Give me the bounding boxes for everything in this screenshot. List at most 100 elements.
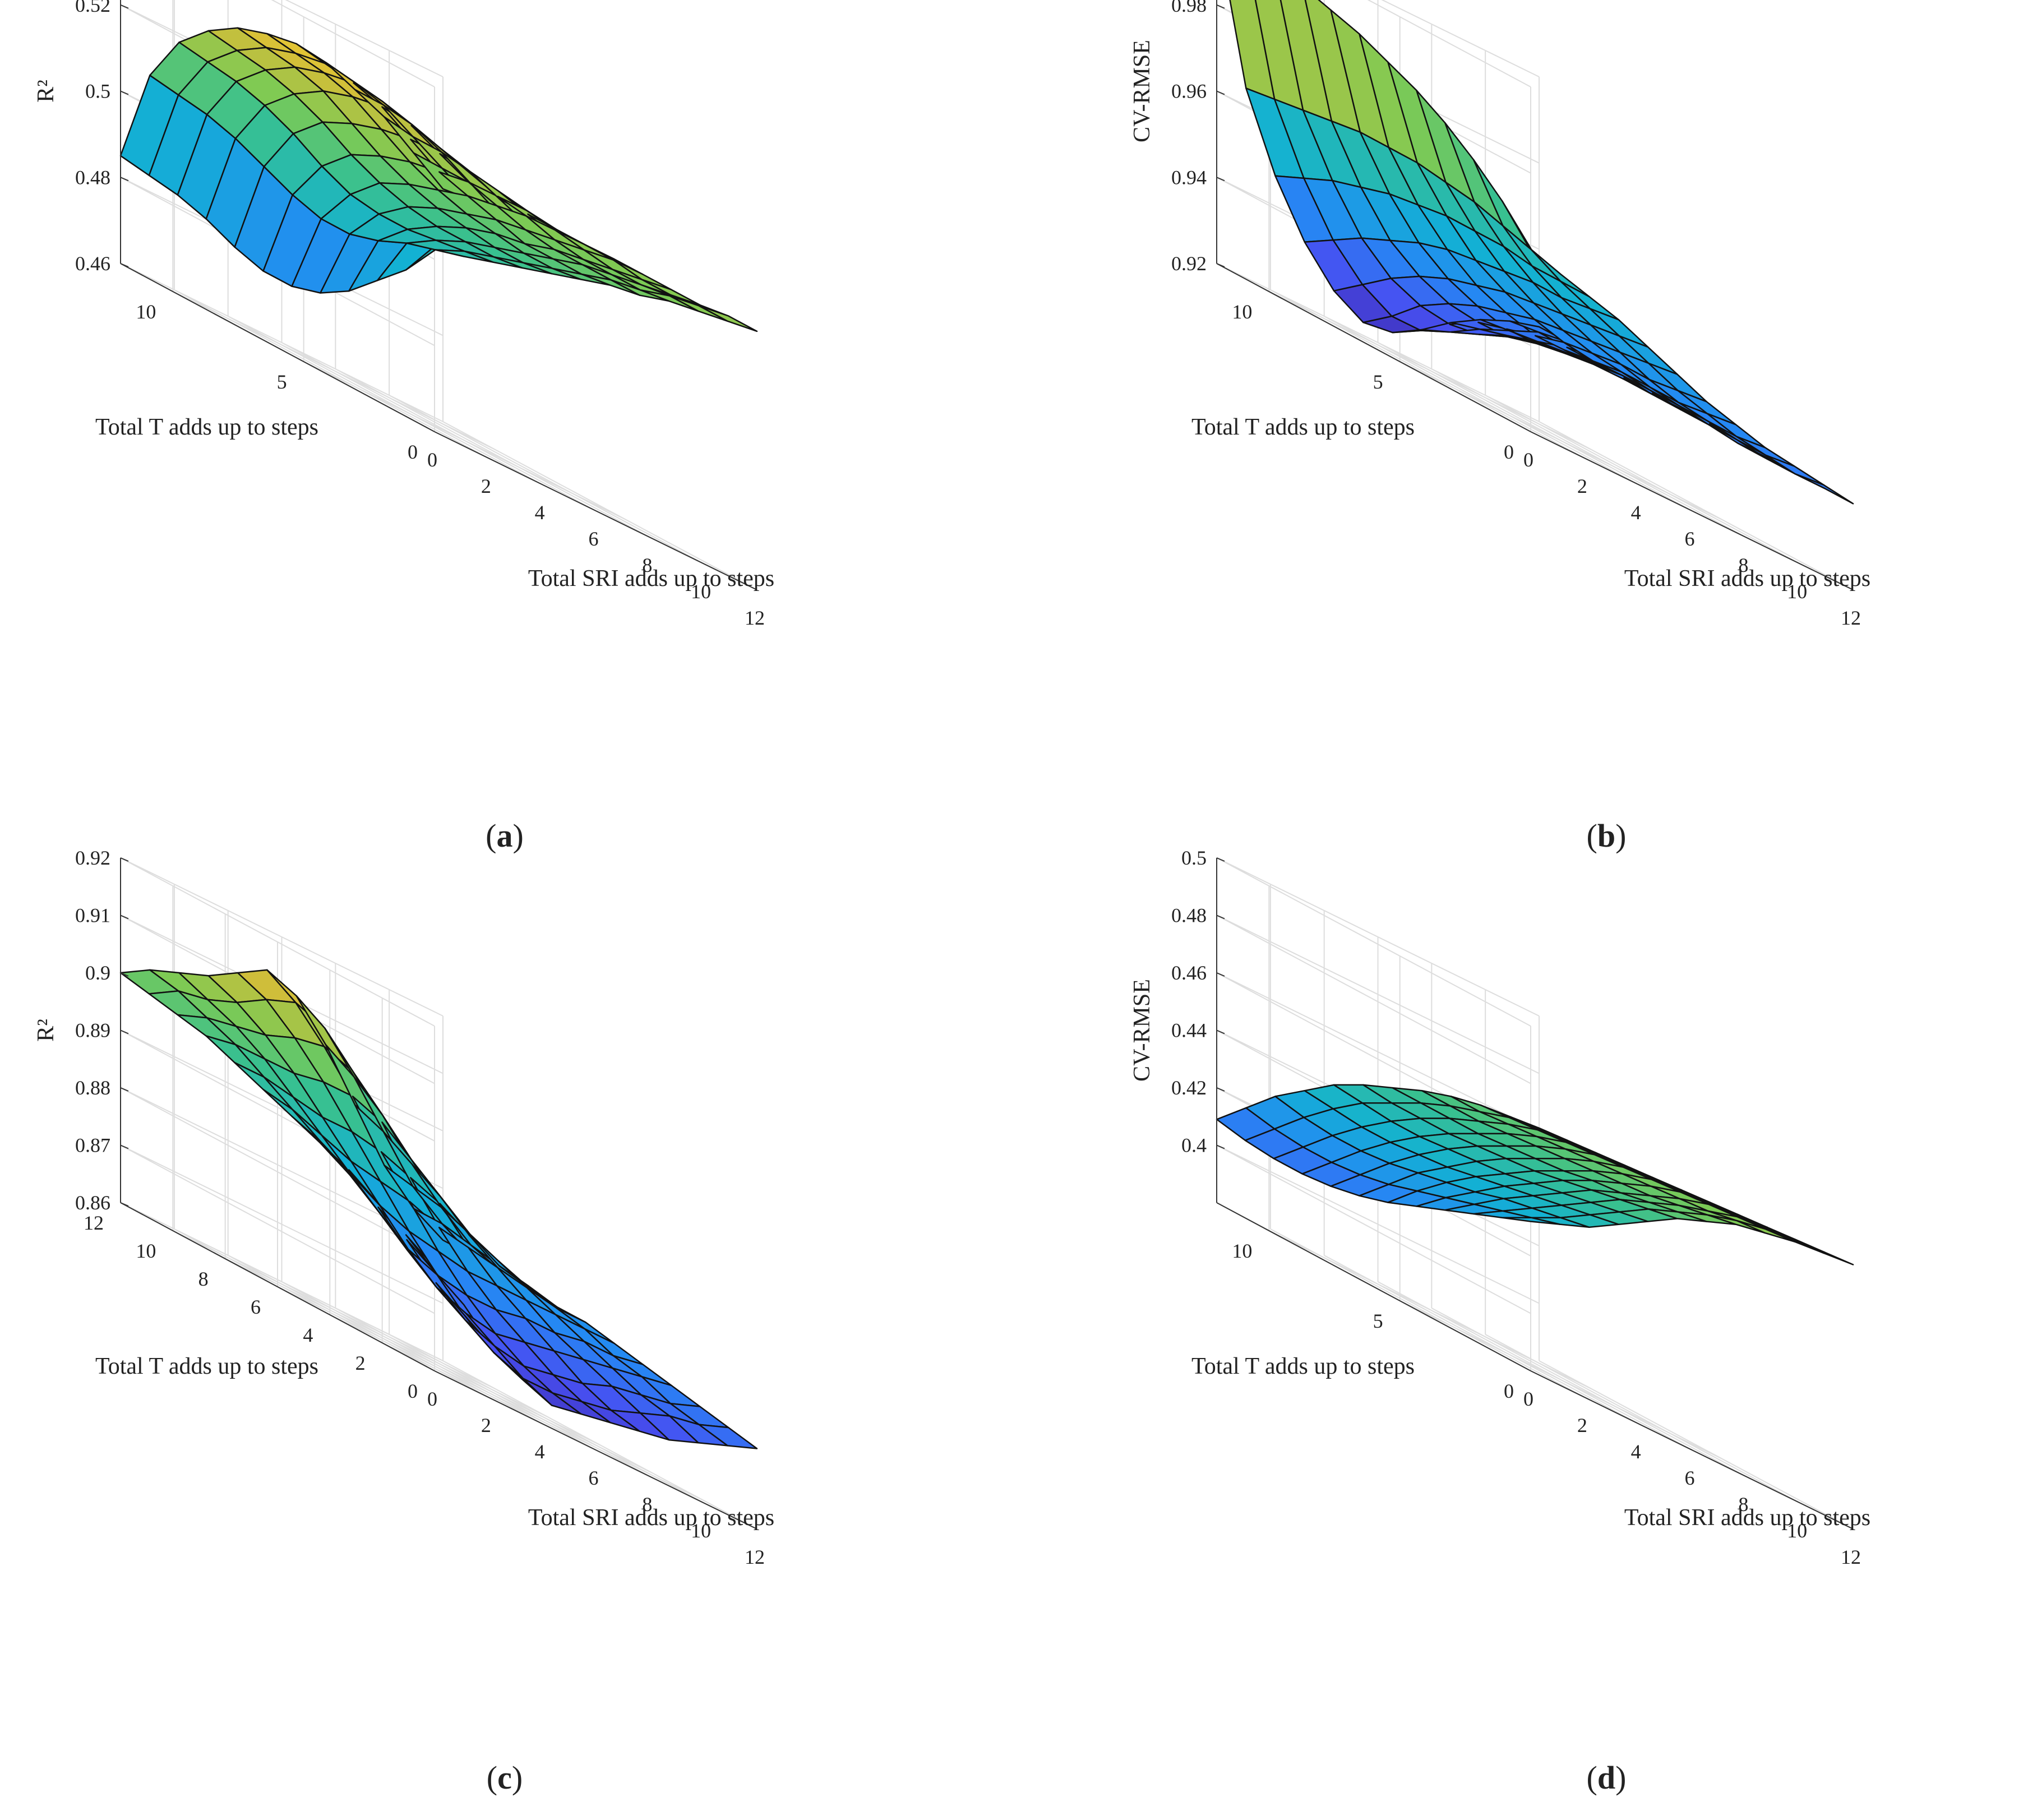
z-tick-label: 0.86	[75, 1191, 110, 1214]
z-tick-label: 0.92	[75, 847, 110, 869]
y-tick-label: 0	[408, 1380, 418, 1402]
z-tick-mark	[120, 1029, 129, 1034]
floor-gridline-y	[329, 1314, 653, 1473]
z-tick-mark	[1216, 1029, 1225, 1034]
floor-gridline-y	[277, 1286, 601, 1445]
z-tick-label: 0.48	[1171, 904, 1207, 927]
z-tick-label: 0.89	[75, 1019, 110, 1042]
y-tick-label: 10	[1232, 1240, 1252, 1262]
z-tick-label: 0.9	[85, 962, 110, 984]
x-tick-label: 4	[535, 1440, 545, 1463]
z-tick-mark	[1216, 972, 1225, 977]
z-axis-title: CV-RMSE	[1129, 40, 1155, 142]
z-tick-label: 0.96	[1171, 80, 1207, 103]
x-tick-label: 12	[1841, 1546, 1861, 1568]
y-tick-label: 0	[1504, 441, 1514, 463]
y-axis-line	[1216, 1202, 1531, 1371]
x-tick-label: 12	[1841, 607, 1861, 629]
z-tick-mark	[120, 1144, 129, 1149]
panel-a-axes: 0.460.480.50.520.540246810120510R²Total …	[33, 0, 774, 629]
x-tick-label: 4	[1631, 1440, 1641, 1463]
y-tick-label: 2	[355, 1352, 366, 1374]
z-tick-mark	[1216, 90, 1225, 95]
y-tick-label: 10	[136, 301, 156, 323]
z-tick-mark	[120, 972, 129, 977]
z-tick-mark	[1216, 1144, 1225, 1149]
x-tick-label: 4	[1631, 501, 1641, 524]
y-tick-label: 10	[136, 1240, 156, 1262]
x-tick-label: 2	[481, 1414, 491, 1436]
z-tick-label: 0.46	[75, 252, 110, 275]
z-tick-mark	[1216, 263, 1225, 267]
z-tick-mark	[120, 177, 129, 182]
surface-patch	[1794, 473, 1854, 505]
x-axis-title: Total SRI adds up to steps	[1624, 566, 1870, 592]
panel-c-axes: 0.86 0.87 0.88 0.89 0.9 0.91 0.92 0 2 4 6 8 10 12 0 2 4 6…	[33, 847, 774, 1568]
x-tick-label: 6	[1685, 528, 1695, 550]
x-tick-label: 10	[691, 1519, 711, 1542]
floor-gridline-y	[303, 361, 627, 520]
z-tick-label: 0.5	[85, 80, 110, 103]
y-tick-label: 10	[1232, 301, 1252, 323]
floor-gridline-y	[1268, 291, 1592, 450]
y-tick-label: 5	[277, 371, 287, 393]
z-tick-label: 0.4	[1181, 1134, 1207, 1157]
y-tick-label: 5	[1373, 1310, 1383, 1332]
y-axis-line	[120, 1202, 435, 1371]
panel-b-chart: 0.920.940.960.9810246810120510CV-RMSETot…	[1129, 0, 1870, 854]
surface-patch	[698, 305, 758, 332]
y-tick-label: 4	[303, 1324, 313, 1346]
z-tick-mark	[120, 914, 129, 920]
z-tick-mark	[120, 263, 129, 267]
y-tick-label: 0	[408, 441, 418, 463]
x-tick-label: 6	[1685, 1467, 1695, 1489]
x-axis-line	[1530, 431, 1854, 590]
x-axis-title: Total SRI adds up to steps	[1624, 1505, 1870, 1531]
z-tick-label: 0.46	[1171, 962, 1207, 984]
y-tick-label: 0	[1504, 1380, 1514, 1402]
panel-b-surface	[1229, 0, 1854, 505]
z-tick-mark	[1216, 914, 1225, 920]
z-axis-title: R²	[33, 80, 59, 103]
x-axis-line	[434, 1370, 757, 1530]
y-tick-label: 5	[1373, 371, 1383, 393]
z-tick-label: 0.91	[75, 904, 110, 927]
x-tick-label: 10	[1787, 1519, 1807, 1542]
z-axis-title: R²	[33, 1019, 59, 1042]
floor-gridline-y	[1399, 361, 1723, 520]
y-axis-line	[1216, 263, 1531, 432]
x-tick-label: 12	[745, 1546, 765, 1568]
panel-b-axes: 0.920.940.960.9810246810120510CV-RMSETot…	[1129, 0, 1870, 629]
x-tick-label: 6	[589, 1467, 599, 1489]
floor-gridline-y	[172, 1230, 496, 1389]
z-axis-title: CV-RMSE	[1129, 979, 1155, 1082]
x-axis-title: Total SRI adds up to steps	[528, 566, 774, 592]
floor-gridline-y	[1268, 1230, 1592, 1389]
panel-c-chart: 0.86 0.87 0.88 0.89 0.9 0.91 0.92 0 2 4 6 8 10 12 0 2 4 6…	[33, 847, 774, 1796]
x-axis-line	[434, 431, 757, 590]
z-tick-label: 0.42	[1171, 1077, 1207, 1099]
panel-c-surface	[119, 969, 758, 1449]
x-tick-label: 10	[1787, 580, 1807, 603]
panel-d-axes: 0.4 0.42 0.44 0.46 0.48 0.5 0 2 4 6 8 10 12 0 5 10 CV-RM…	[1129, 847, 1870, 1568]
y-tick-label: 12	[84, 1212, 104, 1234]
z-tick-label: 0.87	[75, 1134, 110, 1157]
z-tick-label: 0.44	[1171, 1019, 1207, 1042]
floor-gridline-y	[172, 291, 496, 450]
x-tick-label: 8	[642, 1493, 652, 1516]
z-tick-label: 0.98	[1171, 0, 1207, 16]
x-tick-label: 8	[642, 554, 652, 576]
x-tick-label: 8	[1738, 554, 1748, 576]
panel-caption: (d)	[1587, 1759, 1627, 1796]
x-tick-label: 2	[481, 475, 491, 497]
z-tick-label: 0.5	[1181, 847, 1207, 869]
x-tick-label: 0	[1523, 1388, 1533, 1410]
panel-a-chart: 0.460.480.50.520.540246810120510R²Total …	[33, 0, 774, 854]
x-tick-label: 4	[535, 501, 545, 524]
y-axis-title: Total T adds up to steps	[1191, 1354, 1415, 1379]
y-axis-title: Total T adds up to steps	[95, 414, 318, 440]
x-axis-line	[1530, 1370, 1854, 1530]
wall-gridline-z	[1367, 0, 1540, 87]
panel-d-surface	[1216, 1084, 1854, 1265]
